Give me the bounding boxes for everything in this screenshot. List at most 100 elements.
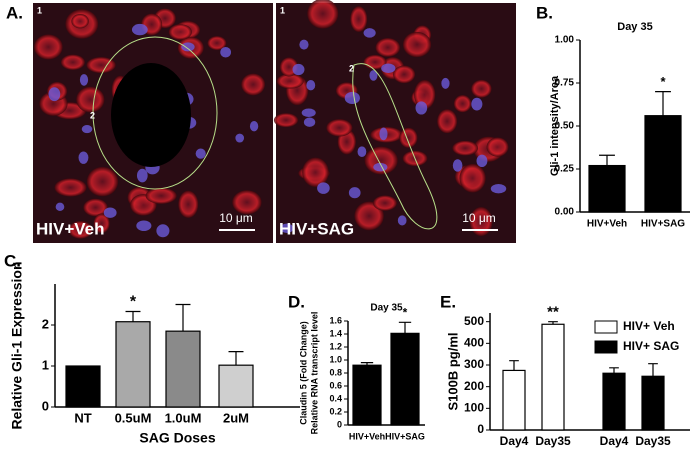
x-tick-label: HIV+Veh [587,219,627,230]
micrographs: 1 2 HIV+Veh 10 μm 1 2 HIV+SAG 10 μm [33,0,516,243]
nucleus [317,182,330,194]
x-tick-label: Day4 [500,434,529,448]
y-tick-label: 0.00 [555,207,575,218]
error-bar [599,154,615,166]
nucleus [306,79,316,91]
nucleus [357,146,367,158]
cell [241,73,266,96]
bar [502,369,526,431]
y-tick-label: 0.25 [555,164,575,175]
cell [453,94,472,113]
bar [602,372,626,431]
cell [307,0,339,29]
nucleus [373,162,388,172]
cell [145,187,177,204]
cell [486,137,509,157]
error-bar [360,362,374,366]
x-tick-label: NT [74,410,91,425]
nucleus [81,125,93,134]
nucleus [303,117,316,127]
cell [437,109,458,134]
nucleus [156,224,170,238]
y-axis-label: Relative Gli-1 Expression [9,261,25,429]
y-tick-label: 0.75 [555,78,575,89]
y-tick-label: 100 [464,401,484,415]
cell [471,79,492,98]
cell [350,6,368,32]
significance: ** [547,304,559,321]
error-bar [655,91,671,116]
x-tick-label: Day35 [535,434,571,448]
nucleus [348,187,361,199]
nucleus [363,28,376,38]
nucleus [490,184,507,194]
error-bar [125,310,141,322]
bar [390,332,420,426]
cell [68,220,93,239]
y-tick-label: 0.6 [329,380,342,390]
marker: 1 [37,5,42,15]
nucleus [195,148,206,159]
nucleus [103,207,117,218]
y-tick-label: 1.4 [329,328,342,338]
panel-label: E. [440,292,456,311]
cell [76,86,105,113]
nucleus [249,121,259,132]
cell [326,119,353,137]
bar [218,364,254,408]
image-label: HIV+Veh [36,219,105,238]
y-tick-label: 0 [337,419,342,429]
x-tick-label: Day35 [635,434,671,448]
cell [178,190,199,218]
x-tick-label: 2uM [223,410,249,425]
y-tick-label: 0.2 [329,406,342,416]
nucleus [136,220,152,232]
scale-label: 10 μm [462,211,496,225]
nucleus [379,127,388,141]
panel-label: B. [536,3,553,22]
cell [402,31,432,58]
y-tick-label: 200 [464,379,484,393]
significance: * [660,74,666,89]
nucleus [79,74,89,86]
error-bar [228,351,244,366]
y-tick-label: 1.00 [555,35,575,46]
cell [459,163,486,193]
nucleus [415,101,428,115]
error-bar [175,303,191,332]
cell [364,146,398,175]
nucleus [397,215,407,226]
nucleus [78,151,89,164]
cell [392,65,416,84]
cell [469,206,493,237]
bar [641,375,665,431]
cell [207,36,227,51]
y-tick-label: 2 [42,316,49,331]
error-bar [609,367,619,374]
cell [86,57,116,74]
significance: * [403,305,408,319]
cell [276,73,304,89]
vessel-outline [92,36,218,190]
cell [93,213,110,234]
x-tick-label: Day4 [600,434,629,448]
nucleus [476,154,488,168]
y-tick-label: 500 [464,314,484,328]
y-tick-label: 400 [464,336,484,350]
y-tick-label: 0.50 [555,121,575,132]
cell [273,113,299,128]
cell [354,201,384,231]
cell [375,37,401,57]
x-tick-label: 1.0uM [165,410,202,425]
nucleus [220,46,232,58]
cell [34,34,63,60]
nucleus [280,223,294,233]
panel-label: A. [6,3,23,22]
image-label: HIV+SAG [279,219,354,238]
error-bar [509,360,519,371]
marker: 2 [349,63,354,73]
cell [232,190,262,215]
cell [54,178,87,197]
scale-label: 10 μm [219,211,253,225]
nucleus [441,77,450,89]
